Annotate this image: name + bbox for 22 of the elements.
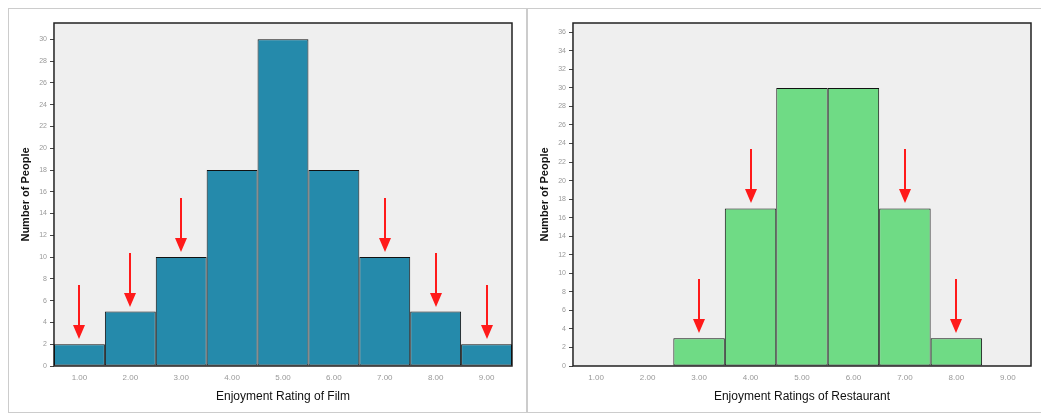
x-tick-label: 6.00 bbox=[326, 373, 343, 382]
x-tick-label: 1.00 bbox=[588, 373, 605, 382]
y-axis-title: Number of People bbox=[537, 147, 550, 242]
x-tick-label: 4.00 bbox=[742, 373, 759, 382]
x-tick-label: 9.00 bbox=[478, 373, 495, 382]
x-tick-label: 5.00 bbox=[794, 373, 811, 382]
x-tick-label: 1.00 bbox=[71, 373, 88, 382]
x-tick-label: 3.00 bbox=[173, 373, 190, 382]
x-tick-label: 3.00 bbox=[691, 373, 708, 382]
x-tick-label: 9.00 bbox=[1000, 373, 1017, 382]
x-tick-label: 2.00 bbox=[122, 373, 139, 382]
x-tick-label: 8.00 bbox=[427, 373, 444, 382]
x-tick-label: 6.00 bbox=[845, 373, 862, 382]
x-axis-title: Enjoyment Ratings of Restaurant bbox=[713, 389, 891, 404]
y-axis-title: Number of People bbox=[18, 147, 31, 242]
x-tick-label: 5.00 bbox=[275, 373, 292, 382]
x-tick-label: 4.00 bbox=[224, 373, 241, 382]
x-tick-label: 8.00 bbox=[948, 373, 965, 382]
x-axis-title: Enjoyment Rating of Film bbox=[215, 389, 351, 404]
x-tick-label: 7.00 bbox=[897, 373, 914, 382]
x-tick-label: 2.00 bbox=[639, 373, 656, 382]
x-tick-label: 7.00 bbox=[376, 373, 394, 382]
